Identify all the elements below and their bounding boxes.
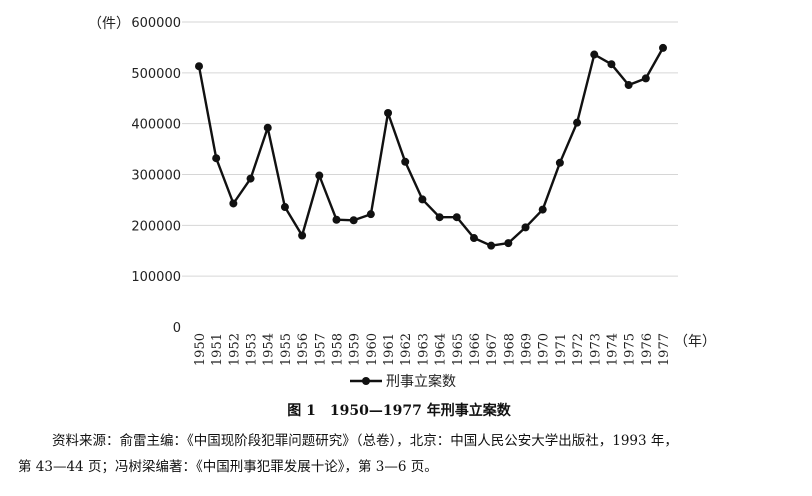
data-point-1973 (590, 50, 599, 59)
data-point-1975 (624, 81, 633, 90)
data-point-1953 (246, 174, 255, 183)
y-tick-label: 0 (173, 321, 181, 336)
data-point-1955 (280, 203, 289, 212)
x-tick-label: 1971 (554, 333, 569, 366)
y-tick-label: 600000 (131, 16, 181, 31)
data-point-1956 (298, 231, 307, 240)
data-point-1961 (384, 108, 393, 117)
y-tick-label: 400000 (131, 118, 181, 133)
data-point-1951 (212, 154, 221, 163)
data-point-1957 (315, 171, 324, 180)
y-tick-label: 100000 (131, 270, 181, 285)
x-axis-unit-label: （年） (674, 334, 716, 350)
data-point-1972 (573, 118, 582, 127)
data-point-1954 (263, 123, 272, 132)
data-point-1968 (504, 239, 513, 248)
x-tick-label: 1954 (262, 333, 277, 366)
x-tick-label: 1972 (571, 333, 586, 366)
x-tick-label: 1951 (210, 333, 225, 366)
x-tick-label: 1961 (382, 333, 397, 366)
data-point-1966 (469, 234, 478, 243)
data-point-1959 (349, 216, 358, 225)
figure-number: 图 1 (287, 403, 316, 419)
x-tick-label: 1977 (657, 333, 672, 366)
data-point-1976 (641, 74, 650, 83)
x-tick-label: 1962 (399, 333, 414, 366)
y-tick-label: 500000 (131, 67, 181, 82)
grid-lines (182, 21, 678, 277)
source-note-line-2: 第 43—44 页；冯树梁编著：《中国刑事犯罪发展十论》，第 3—6 页。 (18, 459, 438, 475)
y-axis-unit-label: （件） (88, 16, 130, 32)
x-tick-label: 1950 (193, 333, 208, 366)
x-tick-label: 1953 (245, 333, 260, 366)
x-tick-label: 1952 (227, 333, 242, 366)
x-tick-label: 1975 (623, 333, 638, 366)
x-tick-label: 1960 (365, 333, 380, 366)
data-point-1964 (435, 213, 444, 222)
line-chart: 0 100000 200000 300000 400000 500000 600000 （件… (88, 16, 716, 390)
data-point-1965 (452, 213, 461, 222)
source-note-line-1: 资料来源：俞雷主编：《中国现阶段犯罪问题研究》（总卷），北京：中国人民公安大学出… (52, 433, 678, 449)
legend-marker-swatch (362, 377, 370, 385)
x-tick-label: 1970 (537, 333, 552, 366)
y-axis-tick-labels: 0 100000 200000 300000 400000 500000 600000 (131, 16, 181, 336)
data-point-1977 (659, 43, 667, 52)
data-point-1962 (401, 157, 410, 166)
x-tick-label: 1969 (520, 333, 535, 366)
series-line-刑事立案数 (197, 47, 665, 247)
x-axis-tick-labels: 1950 1951 1952 1953 1954 1955 1956 1957 1958 1959… (193, 333, 672, 366)
data-point-1967 (487, 241, 496, 250)
x-tick-label: 1967 (485, 333, 500, 366)
figure-title: 1950—1977 年刑事立案数 (329, 403, 511, 419)
x-tick-label: 1956 (296, 333, 311, 366)
data-point-1963 (418, 195, 427, 204)
x-tick-label: 1958 (330, 333, 345, 366)
x-tick-label: 1974 (605, 333, 620, 366)
x-tick-label: 1963 (416, 333, 431, 366)
data-point-1950 (195, 62, 203, 71)
data-point-1974 (607, 60, 616, 69)
x-tick-label: 1973 (588, 333, 603, 366)
x-tick-label: 1976 (640, 333, 655, 366)
x-tick-label: 1964 (434, 333, 449, 366)
data-point-1960 (366, 210, 375, 219)
x-tick-label: 1959 (348, 333, 363, 366)
y-tick-label: 300000 (131, 169, 181, 184)
figure-caption: 图 1 1950—1977 年刑事立案数 (0, 400, 812, 420)
y-tick-label: 200000 (131, 219, 181, 234)
data-point-1969 (521, 223, 530, 232)
series-markers (195, 43, 667, 250)
legend-label: 刑事立案数 (386, 373, 456, 390)
legend: 刑事立案数 (350, 373, 456, 390)
data-point-1952 (229, 199, 238, 208)
x-tick-label: 1955 (279, 333, 294, 366)
x-tick-label: 1968 (502, 333, 517, 366)
data-point-1971 (555, 158, 564, 167)
data-point-1958 (332, 215, 341, 224)
x-tick-label: 1966 (468, 333, 483, 366)
x-tick-label: 1965 (451, 333, 466, 366)
data-point-1970 (538, 205, 547, 214)
x-tick-label: 1957 (313, 333, 328, 366)
